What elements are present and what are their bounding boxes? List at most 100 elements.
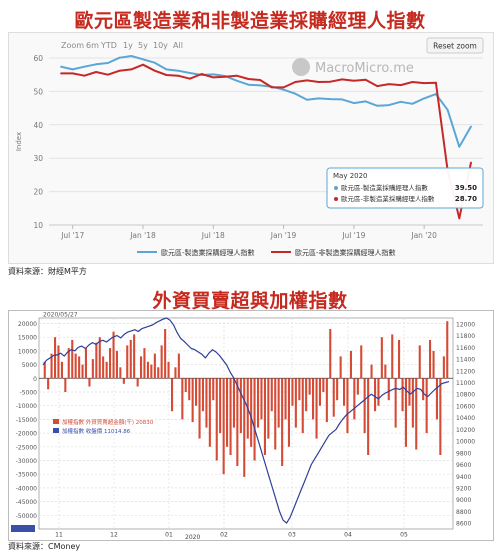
net-buy-bar — [257, 378, 260, 428]
y2-tick-label: 11000 — [456, 380, 475, 387]
net-buy-bar — [260, 378, 263, 420]
zoom-6m-button[interactable]: 6m — [86, 41, 99, 50]
net-buy-bar — [146, 361, 149, 379]
net-buy-bar — [277, 378, 280, 428]
legend-item-index: 加權指數 收盤價 11014.86 — [62, 427, 131, 435]
bottom-chart-source: 資料來源：CMoney — [8, 542, 81, 551]
point-services — [282, 86, 285, 89]
legend-item-services[interactable]: 歐元區-非製造業採購經理人指數 — [295, 248, 396, 257]
net-buy-bar — [150, 364, 153, 379]
net-buy-bar — [219, 378, 222, 434]
zoom-label: Zoom — [61, 41, 84, 50]
legend-item-manufacturing[interactable]: 歐元區-製造業採購經理人指數 — [161, 248, 255, 257]
net-buy-bar — [181, 378, 184, 420]
net-buy-bar — [281, 378, 284, 466]
zoom-1y-button[interactable]: 1y — [123, 41, 133, 50]
net-buy-bar — [418, 345, 421, 379]
point-manufacturing — [470, 125, 472, 128]
point-services — [364, 78, 367, 81]
net-buy-bar — [91, 359, 94, 379]
series-manufacturing-line — [60, 55, 472, 148]
tooltip-value-services: 28.70 — [455, 195, 477, 203]
y-tick-label: 5000 — [22, 362, 37, 369]
point-services — [212, 76, 215, 79]
point-services — [142, 63, 144, 66]
net-buy-bar — [119, 367, 122, 379]
point-services — [83, 74, 86, 77]
net-buy-bar — [167, 361, 170, 379]
net-buy-bar — [129, 339, 132, 379]
net-buy-bar — [408, 378, 411, 406]
net-buy-bar — [360, 345, 363, 379]
net-buy-bar — [43, 361, 46, 379]
net-buy-bar — [356, 378, 359, 395]
net-buy-bar — [195, 378, 198, 406]
x-tick-label: Jul '19 — [341, 231, 365, 240]
x-tick-label: Jan '18 — [129, 231, 156, 240]
point-services — [294, 81, 297, 83]
bottom-chart-legend: 加權指數 外資買賣超金額(千) 20830 加權指數 收盤價 11014.86 — [53, 418, 154, 435]
net-buy-bar — [312, 378, 315, 420]
net-buy-bar — [174, 367, 177, 379]
net-buy-bar — [298, 378, 301, 401]
y2-tick-label: 8800 — [456, 509, 471, 516]
y2-tick-label: 10200 — [456, 427, 475, 434]
net-buy-bar — [294, 378, 297, 428]
date-stamp: 2020/05/27 — [43, 312, 78, 319]
bottom-chart-panel: 20000 15000 10000 5000 0 -5000 -10000 -15000 -20… — [8, 310, 494, 541]
net-buy-bar — [160, 345, 163, 379]
point-manufacturing — [60, 65, 62, 68]
y2-tick-label: 10600 — [456, 403, 475, 410]
net-buy-bar — [322, 378, 325, 392]
zoom-10y-button[interactable]: 10y — [153, 41, 168, 50]
zoom-ytd-button[interactable]: YTD — [100, 41, 117, 50]
net-buy-bar — [112, 331, 115, 379]
net-buy-bar — [157, 367, 160, 379]
net-buy-bar — [325, 378, 328, 423]
series-services-line — [61, 63, 472, 220]
y2-tick-label: 11800 — [456, 333, 475, 340]
tooltip-marker-manufacturing — [334, 186, 338, 190]
legend-swatch-foreign — [53, 419, 59, 424]
net-buy-bar — [184, 378, 187, 392]
point-manufacturing — [177, 69, 180, 72]
point-manufacturing — [399, 100, 402, 103]
net-buy-bar — [239, 378, 242, 434]
x-tick-label: 11 — [55, 532, 63, 539]
x-tick-label: Jan '19 — [270, 231, 297, 240]
point-manufacturing — [458, 145, 461, 148]
point-services — [271, 86, 273, 89]
net-buy-bar — [339, 356, 342, 379]
zoom-all-button[interactable]: All — [173, 41, 183, 50]
point-manufacturing — [142, 58, 144, 61]
point-services — [376, 85, 379, 87]
net-buy-bar — [47, 378, 50, 390]
net-buy-bar — [432, 350, 435, 379]
point-manufacturing — [235, 79, 238, 82]
y-tick-label: 15000 — [18, 335, 37, 342]
reset-zoom-button[interactable] — [426, 37, 484, 54]
net-buy-bar — [250, 378, 253, 447]
x-tick-label: 04 — [344, 532, 352, 539]
net-buy-bar — [67, 348, 70, 379]
net-buy-bar — [446, 321, 449, 379]
y2-tick-label: 10000 — [456, 439, 475, 446]
tooltip-date: May 2020 — [333, 172, 368, 180]
point-manufacturing — [153, 61, 156, 64]
y2-tick-label: 9400 — [456, 474, 471, 481]
y-tick-label: -30000 — [16, 458, 37, 465]
net-buy-bar — [263, 378, 266, 455]
net-buy-bar — [133, 334, 136, 379]
y-tick-label: -5000 — [20, 389, 38, 396]
y-tick-label: 30 — [33, 154, 43, 163]
net-buy-bar — [370, 364, 373, 379]
point-services — [423, 82, 425, 84]
y2-tick-label: 10400 — [456, 415, 475, 422]
zoom-5y-button[interactable]: 5y — [138, 41, 148, 50]
point-services — [130, 68, 133, 71]
legend-item-foreign: 加權指數 外資買賣超金額(千) 20830 — [62, 418, 154, 426]
point-services — [306, 79, 308, 82]
point-services — [259, 79, 261, 81]
y-axis-title: Index — [15, 132, 23, 151]
y-tick-label: -25000 — [16, 444, 37, 451]
